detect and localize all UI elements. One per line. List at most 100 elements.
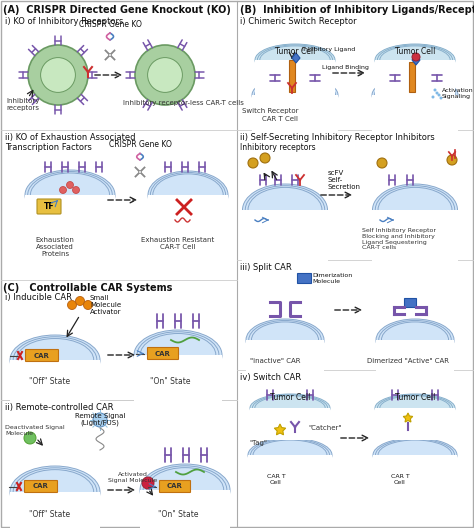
Bar — [373, 455, 457, 493]
Bar — [297, 273, 311, 283]
Ellipse shape — [373, 438, 457, 472]
Text: "Off" State: "Off" State — [29, 377, 71, 386]
Text: Dimerized "Active" CAR: Dimerized "Active" CAR — [367, 358, 449, 364]
Bar — [252, 95, 338, 135]
Circle shape — [439, 97, 443, 99]
Text: Tumor Cell: Tumor Cell — [270, 393, 310, 402]
Text: ii) Remote-controlled CAR: ii) Remote-controlled CAR — [5, 403, 113, 412]
Text: i) Inducible CAR: i) Inducible CAR — [5, 293, 72, 302]
Text: Self Inhibitory Receptor
Blocking and Inhibitory
Ligand Sequestering
CAR-T cells: Self Inhibitory Receptor Blocking and In… — [362, 228, 436, 250]
Ellipse shape — [248, 438, 332, 472]
Polygon shape — [274, 424, 286, 435]
Circle shape — [438, 93, 440, 97]
Circle shape — [248, 158, 258, 168]
Bar — [248, 455, 332, 493]
Ellipse shape — [375, 44, 455, 76]
Circle shape — [447, 155, 457, 165]
Text: Inhibitory receptors: Inhibitory receptors — [240, 143, 316, 152]
Text: Inhibitory Ligand: Inhibitory Ligand — [302, 48, 355, 52]
Bar — [255, 60, 335, 95]
Ellipse shape — [10, 466, 100, 518]
Text: (B)  Inhibition of Inhibitory Ligands/Receptors: (B) Inhibition of Inhibitory Ligands/Rec… — [240, 5, 474, 15]
Circle shape — [135, 45, 195, 105]
Text: Deactivated Signal
Molecule: Deactivated Signal Molecule — [5, 425, 64, 436]
Ellipse shape — [372, 77, 458, 113]
Circle shape — [260, 153, 270, 163]
Text: Tumor Cell: Tumor Cell — [395, 393, 435, 402]
Text: Activated
Signal Molecule: Activated Signal Molecule — [109, 472, 158, 483]
Bar — [148, 195, 228, 247]
Ellipse shape — [25, 170, 115, 220]
Ellipse shape — [255, 44, 335, 76]
Circle shape — [431, 96, 435, 99]
Text: "On" State: "On" State — [150, 377, 190, 386]
Text: CRISPR Gene KO: CRISPR Gene KO — [79, 20, 141, 29]
Ellipse shape — [376, 319, 454, 361]
Text: CAR T
Cell: CAR T Cell — [391, 474, 410, 485]
Text: Activation
Signaling: Activation Signaling — [442, 88, 474, 99]
Text: CAR: CAR — [33, 484, 49, 489]
Bar — [289, 60, 295, 92]
Bar — [375, 60, 455, 95]
Circle shape — [109, 54, 111, 56]
FancyBboxPatch shape — [159, 480, 191, 493]
Circle shape — [142, 477, 154, 489]
Text: Remote Signal
(Light/FUS): Remote Signal (Light/FUS) — [75, 413, 125, 427]
Text: "Catcher": "Catcher" — [308, 425, 341, 431]
Ellipse shape — [140, 464, 230, 516]
FancyBboxPatch shape — [25, 480, 57, 493]
Bar — [250, 408, 330, 440]
Text: TF: TF — [44, 202, 55, 211]
Circle shape — [93, 413, 107, 427]
Text: iii) Split CAR: iii) Split CAR — [240, 263, 292, 272]
Bar — [25, 195, 115, 250]
Circle shape — [412, 53, 420, 61]
Bar — [140, 490, 230, 528]
Text: Exhaustion
Associated
Proteins: Exhaustion Associated Proteins — [36, 237, 74, 257]
Bar — [375, 408, 455, 440]
Bar — [372, 210, 458, 265]
Circle shape — [67, 300, 76, 309]
Circle shape — [24, 432, 36, 444]
Ellipse shape — [10, 335, 100, 385]
Circle shape — [434, 89, 437, 91]
Text: iv) Switch CAR: iv) Switch CAR — [240, 373, 301, 382]
Circle shape — [75, 297, 84, 306]
Text: Small
Molecule
Activator: Small Molecule Activator — [90, 295, 121, 315]
Text: Tumor Cell: Tumor Cell — [275, 47, 315, 56]
Text: CAR: CAR — [155, 351, 171, 356]
Circle shape — [377, 158, 387, 168]
FancyBboxPatch shape — [147, 347, 179, 360]
Text: Tumor Cell: Tumor Cell — [395, 47, 435, 56]
Ellipse shape — [148, 171, 228, 219]
Polygon shape — [412, 55, 420, 65]
Circle shape — [83, 300, 92, 309]
Ellipse shape — [246, 319, 324, 361]
Polygon shape — [403, 413, 413, 422]
Ellipse shape — [134, 330, 222, 380]
Circle shape — [60, 186, 66, 193]
Text: ii) KO of Exhaustion Associated
Transcription Factors: ii) KO of Exhaustion Associated Transcri… — [5, 133, 136, 153]
Bar — [10, 492, 100, 528]
Text: (A)  CRISPR Directed Gene Knockout (KO): (A) CRISPR Directed Gene Knockout (KO) — [3, 5, 231, 15]
FancyBboxPatch shape — [37, 199, 61, 214]
Polygon shape — [292, 53, 300, 63]
Text: CAR T
Cell: CAR T Cell — [266, 474, 285, 485]
Text: Ligand Binding: Ligand Binding — [321, 65, 368, 71]
Circle shape — [147, 58, 182, 92]
Text: Inhibitory
receptors: Inhibitory receptors — [6, 98, 39, 111]
Text: (C)   Controllable CAR Systems: (C) Controllable CAR Systems — [3, 283, 173, 293]
Text: Inhibitory receptor-less CAR-T cells: Inhibitory receptor-less CAR-T cells — [123, 100, 244, 106]
Ellipse shape — [243, 184, 328, 236]
Circle shape — [28, 45, 88, 105]
Circle shape — [139, 171, 141, 173]
Bar — [409, 62, 415, 92]
Ellipse shape — [375, 394, 455, 422]
Text: CAR T Cell: CAR T Cell — [262, 116, 298, 122]
Text: Switch Receptor: Switch Receptor — [242, 108, 298, 114]
Text: ii) Self-Secreting Inhibitory Receptor Inhibitors: ii) Self-Secreting Inhibitory Receptor I… — [240, 133, 435, 142]
Text: Dimerization
Molecule: Dimerization Molecule — [312, 273, 352, 284]
Ellipse shape — [252, 77, 338, 113]
Text: Exhaustion Resistant
CAR-T Cell: Exhaustion Resistant CAR-T Cell — [141, 237, 215, 250]
Text: CAR: CAR — [34, 353, 50, 359]
